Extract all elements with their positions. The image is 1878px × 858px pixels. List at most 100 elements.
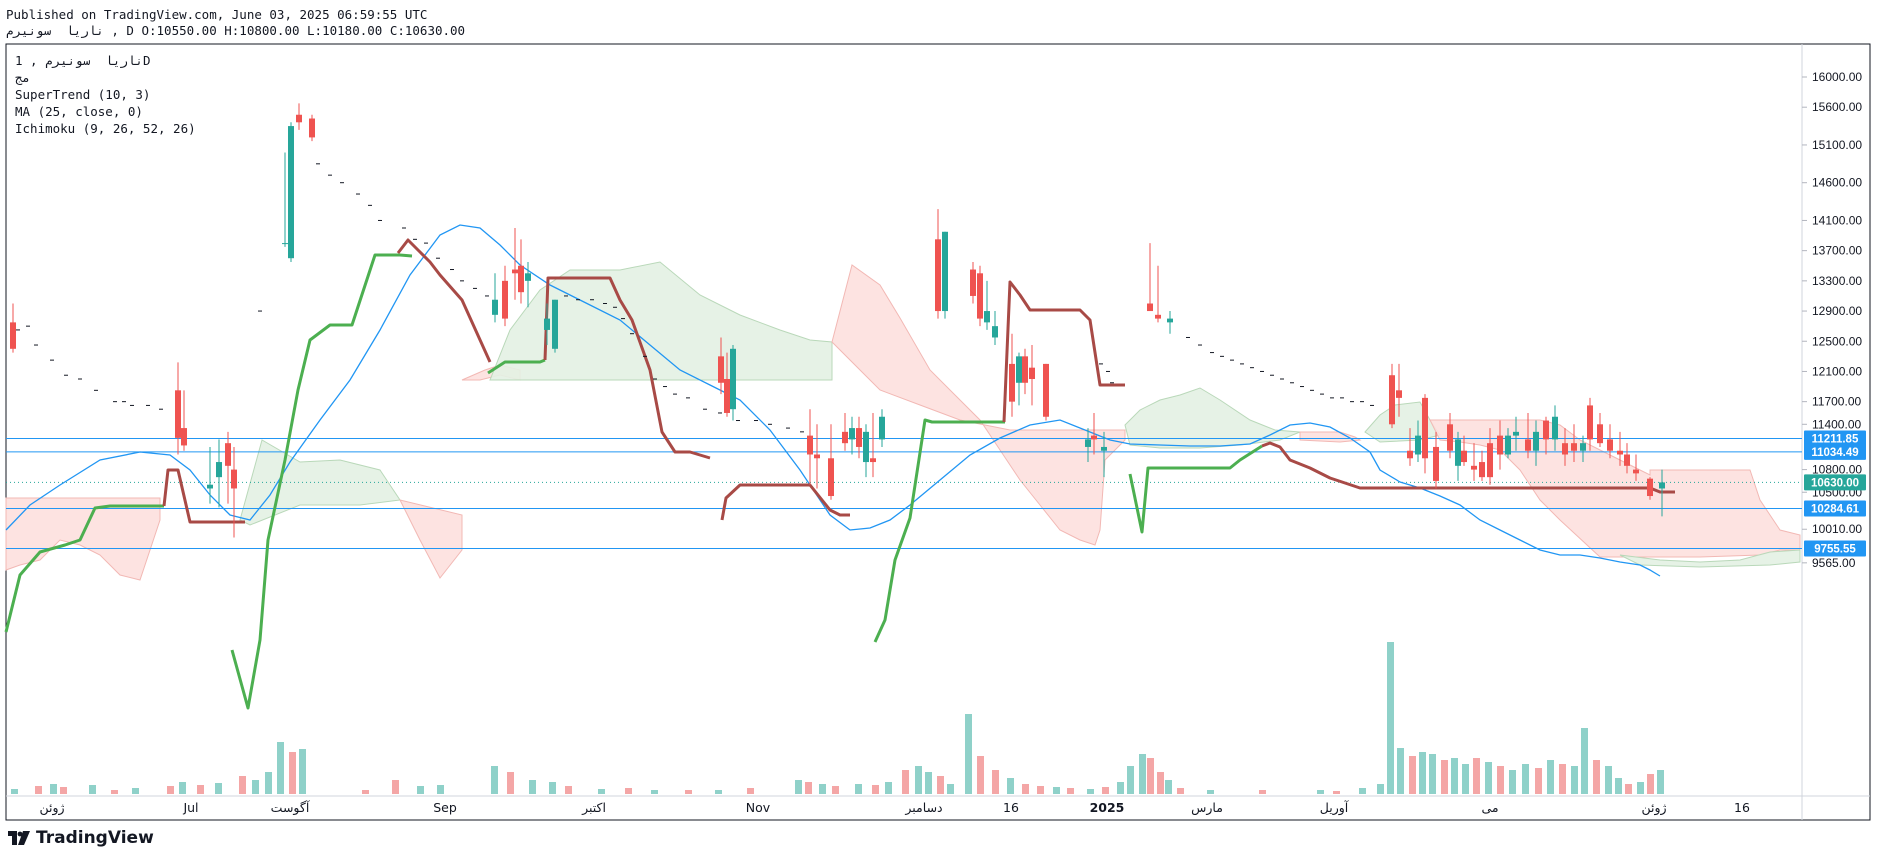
ichimoku-cloud-segment (1124, 387, 1301, 449)
volume-bar (1333, 791, 1340, 794)
volume-bar (60, 787, 67, 794)
horizontal-levels[interactable] (6, 438, 1802, 549)
volume-bar (565, 786, 572, 794)
volume-bar (902, 770, 909, 794)
volume-bar (1022, 784, 1029, 794)
candle-body (1389, 375, 1395, 425)
volume-bar (1637, 782, 1644, 794)
candle-body (992, 326, 998, 338)
candle-body (718, 356, 724, 383)
volume-bar (491, 766, 498, 794)
volume-bar (1087, 789, 1094, 794)
volume-bar (1037, 786, 1044, 794)
candle-body (1147, 303, 1153, 312)
volume-bar (89, 785, 96, 794)
volume-bar (362, 790, 369, 794)
volume-bar (795, 780, 802, 794)
volume-bar (1509, 770, 1516, 794)
candle-body (1562, 443, 1568, 455)
candle-body (175, 390, 181, 438)
price-axis-tick-label: 12100.00 (1812, 364, 1862, 378)
candle-body (828, 458, 834, 497)
volume-bar (1657, 770, 1664, 794)
moving-average-line (5, 224, 1661, 577)
time-axis-label: ژوئن (39, 800, 64, 816)
volume-bar (965, 714, 972, 794)
candle-body (1415, 435, 1421, 455)
volume-bar (437, 785, 444, 794)
volume-bar (1177, 788, 1184, 794)
volume-bar (1451, 758, 1458, 794)
price-axis[interactable]: 16000.00 15600.00 15100.00 14600.00 14100.00… (1802, 70, 1862, 570)
indicator-lines (4, 224, 1675, 710)
candle-body (518, 265, 524, 293)
candle-body (870, 458, 876, 463)
candle-body (1091, 435, 1097, 440)
horizontal-level-value: 9755.55 (1814, 543, 1856, 555)
ichimoku-cloud (5, 261, 1801, 581)
ichimoku-cloud-segment (489, 261, 833, 381)
horizontal-level-tag (1804, 443, 1866, 460)
candle-body (1471, 465, 1477, 470)
volume-bar (1625, 784, 1632, 794)
price-axis-tick-label: 13700.00 (1812, 244, 1862, 258)
volume-bar (1615, 778, 1622, 794)
ichimoku-cloud-segment (239, 439, 401, 526)
time-axis-label: می (1481, 800, 1498, 815)
legend-ichimoku[interactable]: Ichimoku (9, 26, 52, 26) (15, 121, 196, 136)
volume-bar (925, 772, 932, 794)
time-axis-label: Jul (182, 800, 198, 815)
volume-bar (1547, 760, 1554, 794)
candle-body (935, 239, 941, 312)
volume-bar (265, 772, 272, 794)
ichimoku-cloud-segment (1299, 431, 1362, 443)
volume-bar (625, 788, 632, 794)
volume-bar (1535, 768, 1542, 794)
supertrend-down-line (1002, 280, 1125, 423)
supertrend-up-line (487, 358, 546, 375)
volume-bar (1559, 764, 1566, 794)
price-axis-tick-label: 14600.00 (1812, 176, 1862, 190)
price-axis-tick-label: 11700.00 (1812, 395, 1861, 409)
time-axis-label: 16 (1734, 800, 1750, 815)
supertrend-up-line (230, 253, 413, 710)
legend-symbol[interactable]: ناریا سونیرم , 1D (15, 53, 151, 68)
candle-body (1624, 454, 1630, 466)
legend-supertrend[interactable]: SuperTrend (10, 3) (15, 87, 151, 102)
candle-body (1422, 397, 1428, 459)
candle-body (288, 126, 294, 259)
candle-body (1571, 443, 1577, 451)
volume-bar (1462, 764, 1469, 794)
price-axis-tick-label: 15600.00 (1812, 100, 1862, 114)
candle-body (1016, 356, 1022, 383)
volume-bar (1117, 782, 1124, 794)
candle-body (296, 114, 302, 123)
volume-bar (1593, 760, 1600, 794)
candle-body (181, 428, 187, 446)
candle-body (1497, 435, 1503, 455)
volume-bar (299, 749, 306, 794)
volume-bar (132, 788, 139, 794)
price-axis-tick-label: 14100.00 (1812, 213, 1862, 227)
volume-bars (11, 642, 1664, 794)
time-axis[interactable]: ژوئن Jul آگوست Sep اکتبر Nov دسامبر 16 2025 مارس آ… (39, 800, 1750, 816)
candle-body (282, 243, 288, 245)
candle-body (492, 299, 498, 315)
candle-body (1479, 462, 1485, 478)
legend-ma[interactable]: MA (25, close, 0) (15, 104, 143, 119)
horizontal-level-tag (1804, 430, 1866, 447)
volume-bar (1207, 790, 1214, 794)
volume-bar (1067, 788, 1074, 794)
candle-body (1433, 446, 1439, 481)
volume-bar (1127, 766, 1134, 794)
candle-body (863, 431, 869, 463)
volume-bar (179, 782, 186, 794)
candle-body (309, 118, 315, 138)
horizontal-level-tag (1804, 500, 1866, 517)
volume-bar (1409, 756, 1416, 794)
volume-bar (1441, 760, 1448, 794)
tradingview-branding[interactable]: TradingView (8, 828, 154, 848)
candle-body (1617, 450, 1623, 455)
